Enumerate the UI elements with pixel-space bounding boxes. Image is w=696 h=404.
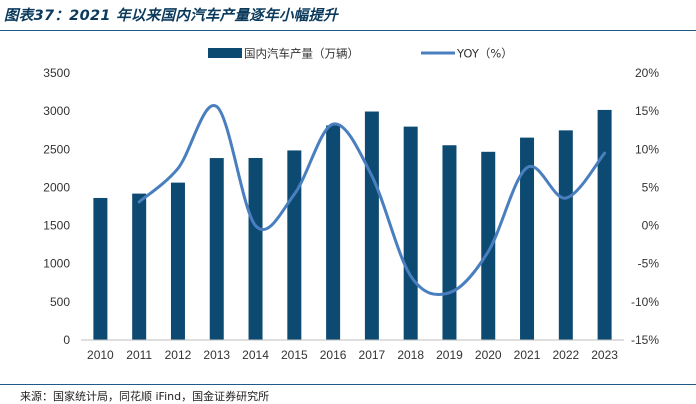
x-tick-label: 2011 (126, 348, 152, 362)
bar (248, 157, 263, 340)
left-tick-label: 1500 (43, 219, 70, 233)
bar (93, 197, 108, 340)
left-tick-label: 1000 (43, 257, 70, 271)
bar (170, 182, 185, 340)
x-tick-label: 2022 (552, 348, 579, 362)
title-divider (0, 30, 696, 31)
x-tick-label: 2010 (87, 348, 114, 362)
right-tick-label: 15% (635, 104, 659, 118)
bar (132, 193, 147, 340)
x-tick-label: 2021 (514, 348, 541, 362)
x-tick-label: 2019 (436, 348, 463, 362)
right-axis-ticks: -15% -10% -5% 0% 5% 10% 15% 20% (631, 66, 659, 347)
yoy-line (137, 104, 607, 297)
right-tick-label: 20% (635, 66, 659, 80)
legend-bar-label: 国内汽车产量（万辆） (244, 47, 359, 61)
x-tick-label: 2018 (397, 348, 424, 362)
right-tick-label: 10% (635, 142, 659, 156)
x-tick-label: 2023 (591, 348, 618, 362)
x-tick-label: 2013 (203, 348, 230, 362)
right-tick-label: -5% (638, 257, 660, 271)
bar (287, 150, 302, 340)
left-tick-label: 0 (63, 333, 70, 347)
source-divider (0, 384, 696, 385)
left-tick-label: 3000 (43, 104, 70, 118)
x-tick-label: 2014 (242, 348, 269, 362)
bar (326, 125, 341, 340)
legend-bar-swatch (208, 48, 242, 58)
bar (403, 126, 418, 340)
right-tick-label: 5% (642, 180, 660, 194)
legend-line-label: YOY（%） (456, 47, 513, 61)
bar (209, 158, 224, 340)
left-tick-label: 500 (50, 295, 70, 309)
left-tick-label: 3500 (43, 66, 70, 80)
bar (558, 130, 573, 340)
right-tick-label: 0% (642, 219, 660, 233)
bar-series (93, 109, 612, 340)
bar (520, 137, 535, 340)
x-tick-label: 2012 (165, 348, 192, 362)
x-tick-label: 2015 (281, 348, 308, 362)
right-tick-label: -15% (631, 333, 659, 347)
x-tick-label: 2017 (359, 348, 386, 362)
x-tick-label: 2016 (320, 348, 347, 362)
x-axis-ticks: 2010 2011 2012 2013 2014 2015 2016 2017 2018 2019… (87, 348, 618, 362)
x-tick-label: 2020 (475, 348, 502, 362)
left-axis-ticks: 0 500 1000 1500 2000 2500 3000 3500 (43, 66, 70, 347)
legend: 国内汽车产量（万辆） YOY（%） (208, 47, 513, 61)
left-tick-label: 2500 (43, 142, 70, 156)
chart-title: 图表37：2021 年以来国内汽车产量逐年小幅提升 (4, 8, 339, 24)
source-note: 来源：国家统计局，同花顺 iFind，国金证券研究所 (20, 390, 270, 403)
bar (597, 109, 612, 340)
bar (364, 111, 379, 340)
bar (442, 145, 457, 340)
right-tick-label: -10% (631, 295, 659, 309)
left-tick-label: 2000 (43, 180, 70, 194)
bar (481, 151, 496, 340)
